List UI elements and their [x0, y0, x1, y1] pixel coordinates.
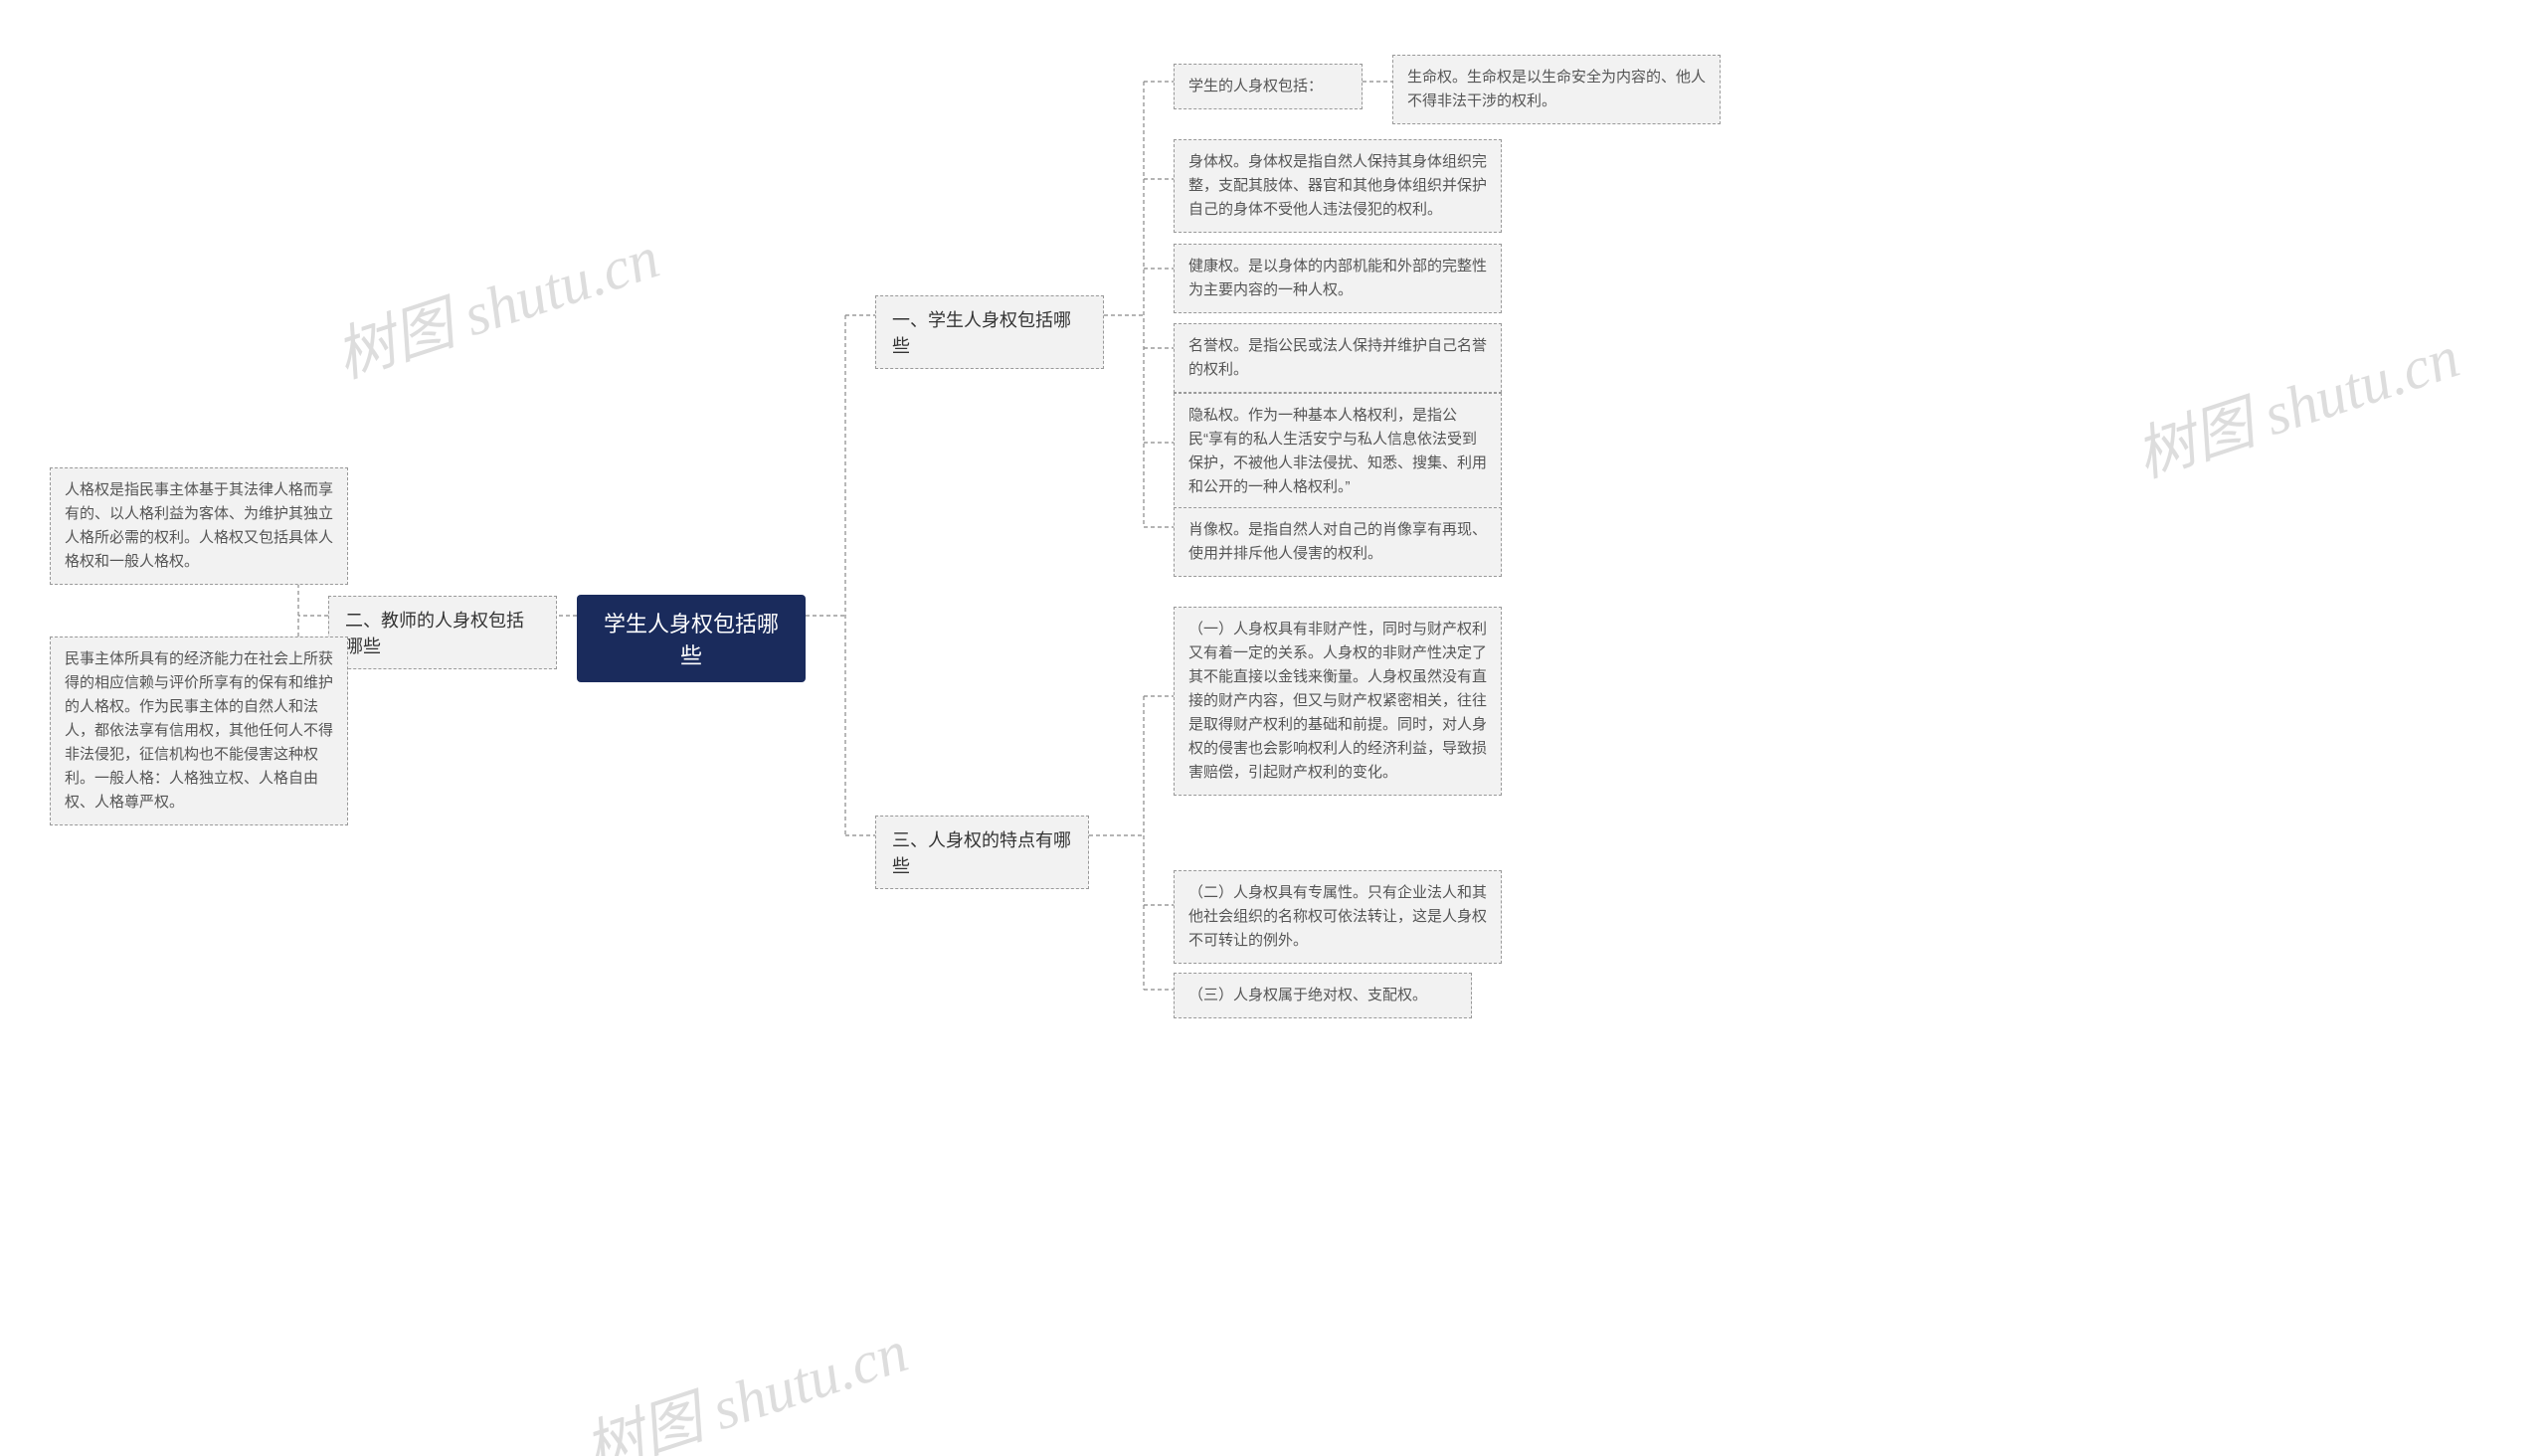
- watermark-2: 树图 shutu.cn: [2123, 308, 2468, 494]
- leaf-b3-0: （一）人身权具有非财产性，同时与财产权利又有着一定的关系。人身权的非财产性决定了…: [1174, 607, 1502, 796]
- leaf-b1-4: 隐私权。作为一种基本人格权利，是指公民“享有的私人生活安宁与私人信息依法受到保护…: [1174, 393, 1502, 510]
- leaf-b1-5: 肖像权。是指自然人对自己的肖像享有再现、使用并排斥他人侵害的权利。: [1174, 507, 1502, 577]
- leaf-b2-0: 人格权是指民事主体基于其法律人格而享有的、以人格利益为客体、为维护其独立人格所必…: [50, 467, 348, 585]
- leaf-b1-3: 名誉权。是指公民或法人保持并维护自己名誉的权利。: [1174, 323, 1502, 393]
- leaf-b2-1: 民事主体所具有的经济能力在社会上所获得的相应信赖与评价所享有的保有和维护的人格权…: [50, 637, 348, 825]
- leaf-b1-0b: 生命权。生命权是以生命安全为内容的、他人不得非法干涉的权利。: [1392, 55, 1721, 124]
- root-node: 学生人身权包括哪些: [577, 595, 806, 682]
- leaf-b3-2: （三）人身权属于绝对权、支配权。: [1174, 973, 1472, 1018]
- watermark-1: 树图 shutu.cn: [323, 209, 668, 395]
- leaf-b1-2: 健康权。是以身体的内部机能和外部的完整性为主要内容的一种人权。: [1174, 244, 1502, 313]
- branch-3: 三、人身权的特点有哪些: [875, 816, 1089, 889]
- branch-1: 一、学生人身权包括哪些: [875, 295, 1104, 369]
- branch-2: 二、教师的人身权包括哪些: [328, 596, 557, 669]
- leaf-b1-0a: 学生的人身权包括：: [1174, 64, 1363, 109]
- leaf-b1-1: 身体权。身体权是指自然人保持其身体组织完整，支配其肢体、器官和其他身体组织并保护…: [1174, 139, 1502, 233]
- leaf-b3-1: （二）人身权具有专属性。只有企业法人和其他社会组织的名称权可依法转让，这是人身权…: [1174, 870, 1502, 964]
- watermark-3: 树图 shutu.cn: [572, 1303, 917, 1456]
